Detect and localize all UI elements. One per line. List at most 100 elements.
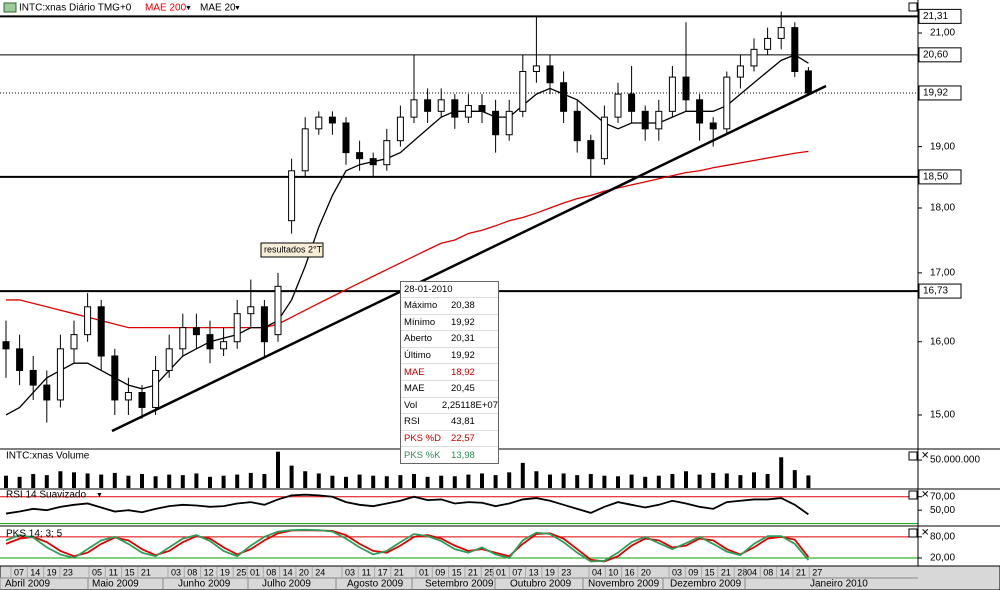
day-label: 13 [529, 567, 539, 577]
candle-body [84, 306, 92, 336]
maximize-button[interactable] [908, 2, 918, 12]
tooltip-value: 43,81 [451, 416, 475, 428]
volume-bar [724, 473, 729, 488]
candle-body [532, 65, 540, 72]
day-label: 12 [204, 567, 214, 577]
candle-body [560, 82, 568, 112]
volume-bar [670, 474, 675, 488]
day-label: 25 [236, 567, 246, 577]
maximize-button[interactable] [908, 490, 918, 500]
volume-bar [371, 475, 376, 488]
day-label: 14 [283, 567, 293, 577]
candle-body [2, 341, 10, 350]
day-label: 03 [672, 567, 682, 577]
legend-mae200[interactable]: MAE 200 [145, 3, 187, 14]
day-label: 10 [608, 567, 618, 577]
tooltip-value: 22,57 [451, 433, 475, 445]
dropdown-arrow[interactable]: ▼ [234, 5, 241, 12]
tooltip-row: Mínimo 19,92 [401, 313, 498, 331]
day-label: 09 [435, 567, 445, 577]
volume-bar [779, 457, 784, 488]
month-label: Dezembro 2009 [670, 579, 742, 590]
candle-body [424, 99, 432, 112]
level-label-box [918, 85, 962, 101]
y-tick-label: 50.000.000 [930, 455, 980, 466]
volume-bar [602, 475, 607, 488]
level-label: 18,50 [923, 172, 948, 183]
day-label: 04 [592, 567, 602, 577]
maximize-button[interactable] [908, 451, 918, 461]
day-label: 04 [747, 567, 757, 577]
close-button[interactable]: ✕ [921, 528, 929, 539]
volume-bar [357, 474, 362, 488]
candle-body [764, 37, 772, 50]
tooltip-row: Aberto 20,31 [401, 330, 498, 347]
tooltip-value: 20,45 [451, 383, 475, 395]
series-line [5, 54, 809, 416]
dropdown-arrow[interactable]: ▼ [96, 492, 103, 499]
volume-bar [221, 475, 226, 488]
level-label-box [918, 169, 962, 185]
legend-mae20[interactable]: MAE 20 [200, 3, 236, 14]
volume-bar [289, 465, 294, 488]
tooltip-value: 20,31 [451, 333, 475, 345]
candle-body [628, 93, 636, 112]
annotation-box [260, 242, 324, 258]
y-tick-label: 17,00 [930, 268, 955, 279]
candle-body [138, 392, 146, 408]
volume-bar [276, 451, 280, 488]
volume-bar [316, 473, 321, 488]
level-label-box [918, 8, 962, 24]
day-label: 20 [299, 567, 309, 577]
day-label: 21 [394, 567, 404, 577]
volume-bar [72, 472, 76, 488]
dropdown-arrow[interactable]: ▼ [185, 5, 192, 12]
volume-bar [99, 474, 104, 488]
close-button[interactable]: ✕ [921, 490, 929, 501]
volume-bar [575, 475, 580, 488]
symbol-icon[interactable] [3, 2, 17, 13]
volume-bar [398, 475, 403, 488]
volume-bar [153, 476, 158, 488]
candle-body [124, 392, 132, 401]
volume-bar [425, 476, 430, 488]
candle-body [342, 122, 350, 154]
day-label: 19 [220, 567, 230, 577]
candle-body [682, 76, 690, 101]
candle-body [369, 158, 377, 166]
volume-bar [548, 474, 552, 488]
day-label: 28 [737, 567, 747, 577]
candle-body [111, 355, 119, 401]
maximize-button[interactable] [908, 528, 918, 538]
volume-bar [588, 474, 593, 488]
volume-bar [792, 470, 797, 488]
candle-body [70, 334, 78, 350]
volume-bar [520, 462, 525, 488]
day-label: 15 [705, 567, 715, 577]
candle-body [709, 122, 717, 130]
candle-body [478, 105, 486, 112]
annotation: resultados 2°T [264, 244, 323, 254]
volume-bar [44, 475, 49, 488]
day-label: 17 [378, 567, 388, 577]
candle-body [328, 116, 336, 124]
volume-bar [31, 474, 36, 488]
volume-bar [561, 473, 566, 488]
month-label: Abril 2009 [5, 579, 50, 590]
y-tick-label: 20,00 [930, 553, 955, 564]
volume-bar [412, 474, 416, 488]
level-label-box [918, 283, 962, 299]
day-label: 23 [63, 567, 73, 577]
y-tick-label: 16,00 [930, 336, 955, 347]
day-label: 16 [625, 567, 635, 577]
month-label: Agosto 2009 [347, 579, 404, 590]
month-label: Novembro 2009 [588, 579, 660, 590]
close-button[interactable]: ✕ [921, 451, 929, 462]
candle-body [573, 110, 581, 142]
day-label: 08 [187, 567, 197, 577]
candle-body [165, 348, 173, 371]
volume-bar [194, 473, 199, 488]
candle-body [546, 65, 554, 84]
candle-body [655, 110, 663, 130]
level-label: 16,73 [923, 286, 948, 297]
